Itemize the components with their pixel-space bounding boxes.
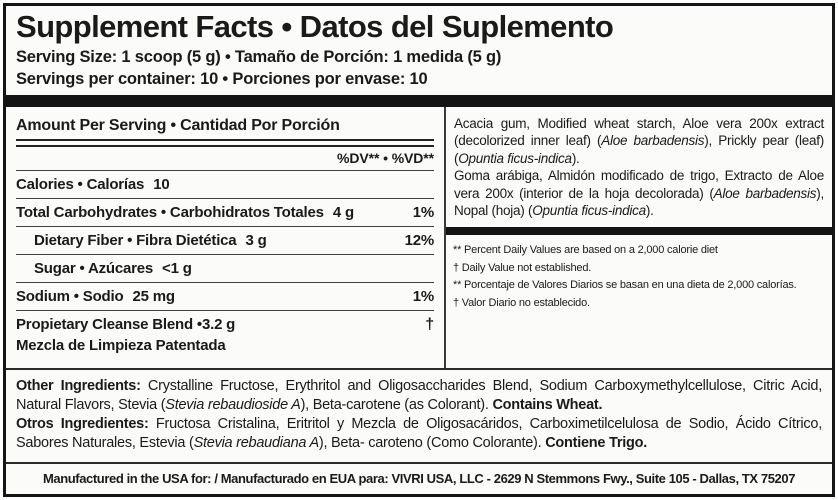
nutrient-amount: 25 mg: [132, 287, 175, 305]
serving-size: Serving Size: 1 scoop (5 g) • Tamaño de …: [16, 47, 502, 66]
nutrient-dv: †: [425, 315, 434, 333]
nutrient-dv: 1%: [412, 203, 434, 221]
footnote-dagger-english: † Daily Value not established.: [453, 261, 592, 274]
ingredients-spanish: Goma arábiga, Almidón modificado de trig…: [454, 168, 824, 219]
row-propietary-cleanse-blend: Propietary Cleanse Blend • 3.2 g † Mezcl…: [16, 311, 434, 358]
nutrient-label: Sodium • Sodio: [16, 287, 124, 305]
footnote-dv-spanish: ** Porcentaje de Valores Diarios se basa…: [453, 279, 797, 292]
facts-table: Amount Per Serving • Cantidad Por Porció…: [6, 107, 444, 368]
nutrient-label: Sugar • Azúcares: [34, 259, 154, 277]
nutrient-amount: <1 g: [162, 259, 192, 277]
nutrient-amount: 3.2 g: [201, 315, 236, 333]
nutrient-amount: 3 g: [245, 231, 267, 249]
label-title: Supplement Facts • Datos del Suplemento: [16, 9, 614, 44]
nutrient-label: Calories • Calorías: [16, 175, 145, 193]
nutrient-amount: 10: [153, 175, 170, 193]
nutrient-amount: 4 g: [332, 203, 354, 221]
row-dietary-fiber: Dietary Fiber • Fibra Dietética 3 g 12%: [16, 227, 434, 255]
ingredients-panel: Acacia gum, Modified wheat starch, Aloe …: [446, 107, 832, 368]
double-rule: [16, 138, 434, 147]
ingredients-english: Acacia gum, Modified wheat starch, Aloe …: [454, 115, 824, 166]
column-divider: [444, 106, 446, 368]
amount-per-serving-header: Amount Per Serving • Cantidad Por Porció…: [16, 116, 340, 134]
footnote-divider-bar: [446, 227, 832, 235]
servings-per-container: Servings per container: 10 • Porciones p…: [16, 69, 428, 88]
row-sodium: Sodium • Sodio 25 mg 1%: [16, 283, 434, 311]
footnote-dv-english: ** Percent Daily Values are based on a 2…: [453, 244, 718, 256]
other-ingredients-english: Other Ingredients: Crystalline Fructose,…: [16, 377, 822, 413]
row-total-carbohydrates: Total Carbohydrates • Carbohidratos Tota…: [16, 199, 434, 227]
row-calories: Calories • Calorías 10: [16, 171, 434, 199]
nutrient-label: Dietary Fiber • Fibra Dietética: [34, 231, 237, 249]
nutrient-dv: 12%: [404, 231, 435, 249]
other-ingredients-section: Other Ingredients: Crystalline Fructose,…: [6, 370, 832, 464]
nutrient-label: Total Carbohydrates • Carbohidratos Tota…: [16, 203, 324, 221]
row-sugar: Sugar • Azúcares <1 g: [16, 255, 434, 283]
supplement-facts-label: Supplement Facts • Datos del Suplemento …: [3, 3, 835, 497]
other-ingredients-spanish: Otros Ingredientes: Fructosa Cristalina,…: [16, 415, 822, 451]
main-panel: Amount Per Serving • Cantidad Por Porció…: [6, 106, 832, 370]
nutrient-dv: 1%: [412, 287, 434, 305]
nutrient-label: Propietary Cleanse Blend •: [16, 315, 202, 333]
footnote-dagger-spanish: † Valor Diario no establecido.: [453, 296, 590, 309]
manufacturer-line: Manufactured in the USA for: / Manufactu…: [42, 471, 796, 486]
nutrient-sublabel: Mezcla de Limpieza Patentada: [16, 336, 226, 354]
thick-divider-bar: [6, 94, 832, 107]
label-header: Supplement Facts • Datos del Suplemento …: [6, 6, 832, 91]
daily-value-header: %DV** • %VD**: [16, 147, 434, 171]
